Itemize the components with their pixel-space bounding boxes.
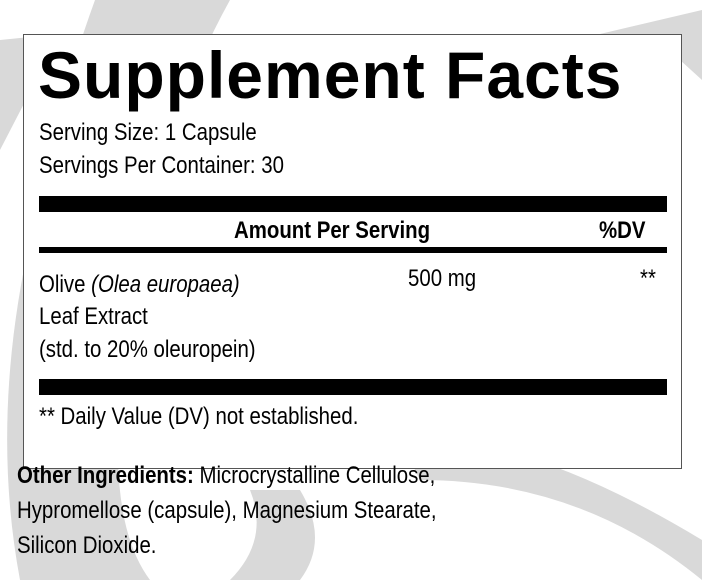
ingredient-name: Olive (Olea europaea)	[39, 271, 240, 299]
other-ingredients-label: Other Ingredients:	[17, 462, 194, 489]
serving-size: Serving Size: 1 Capsule	[39, 119, 257, 146]
ingredient-dv: **	[640, 265, 656, 292]
thin-divider	[39, 247, 667, 253]
other-ingredients-text: Microcrystalline Cellulose,	[193, 462, 436, 489]
other-ingredients-line2: Hypromellose (capsule), Magnesium Steara…	[17, 497, 437, 524]
panel-title: Supplement Facts	[38, 38, 623, 112]
servings-per-container: Servings Per Container: 30	[39, 152, 284, 179]
amount-per-serving-header: Amount Per Serving	[234, 217, 431, 244]
dv-header: %DV	[599, 217, 646, 244]
ingredient-amount: 500 mg	[408, 265, 477, 292]
ingredient-common-name: Olive	[39, 271, 92, 298]
ingredient-line2: Leaf Extract	[39, 303, 148, 330]
other-ingredients-line1: Other Ingredients: Microcrystalline Cell…	[17, 462, 435, 490]
bottom-thick-divider	[39, 379, 667, 395]
ingredient-latin-name: (Olea europaea)	[91, 271, 240, 298]
supplement-facts-panel: Supplement Facts Serving Size: 1 Capsule…	[23, 34, 682, 469]
ingredient-standardization: (std. to 20% oleuropein)	[39, 336, 256, 363]
thick-divider	[39, 196, 667, 212]
other-ingredients-line3: Silicon Dioxide.	[17, 532, 157, 559]
footnote: ** Daily Value (DV) not established.	[39, 403, 359, 430]
